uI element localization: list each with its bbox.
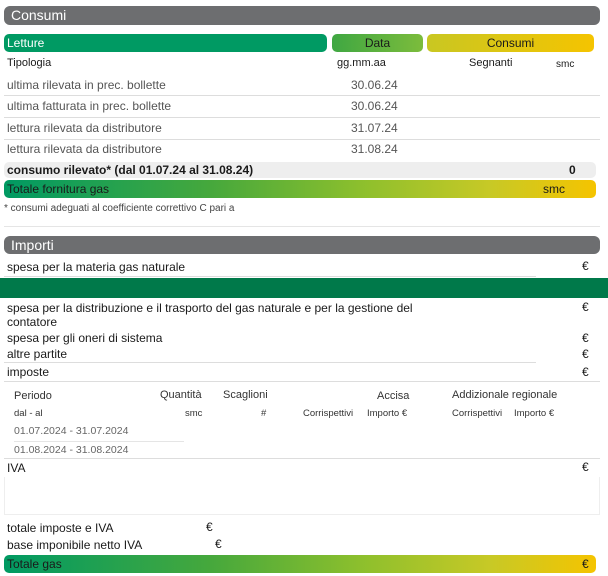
totale-gas-bar: Totale gas € [4, 555, 596, 573]
th-quantita: Quantità [160, 389, 202, 401]
totale-fornitura-label: Totale fornitura gas [7, 182, 110, 196]
th-addizionale: Addizionale regionale [452, 389, 558, 401]
consumi-header: Consumi [427, 34, 594, 52]
consumo-rilevato-row: consumo rilevato* (dal 01.07.24 al 31.08… [4, 162, 596, 178]
th-importo-accisa: Importo € [367, 408, 408, 419]
totale-fornitura-bar: Totale fornitura gas smc [4, 180, 596, 198]
totale-imposte-label: totale imposte e IVA [7, 521, 114, 535]
oneri-currency: € [582, 331, 589, 345]
table-row: ultima fatturata in prec. bollette 30.06… [0, 96, 608, 118]
column-headers: Tipologia gg.mm.aa Segnanti smc [0, 55, 608, 73]
data-label: Data [364, 36, 391, 50]
th-accisa: Accisa [377, 390, 410, 402]
th-corrispettivi-addizionale: Corrispettivi [452, 408, 503, 419]
table-row: lettura rilevata da distributore 31.08.2… [0, 140, 608, 160]
th-corrispettivi-accisa: Corrispettivi [303, 408, 354, 419]
imposte-label: imposte [7, 365, 50, 379]
row-date: 30.06.24 [351, 78, 398, 92]
materia-label: spesa per la materia gas naturale [7, 260, 186, 274]
base-imponibile-row: base imponibile netto IVA € [0, 537, 608, 554]
imposte-currency: € [582, 365, 589, 379]
th-dal-al: dal - al [14, 408, 43, 419]
consumi-title: Consumi [11, 7, 67, 23]
consumi-label: Consumi [486, 36, 535, 50]
distribuzione-currency: € [582, 300, 589, 314]
totale-fornitura-unit: smc [543, 182, 565, 196]
data-header: Data [332, 34, 423, 52]
totale-imposte-currency: € [206, 520, 213, 534]
altre-row: altre partite € [0, 347, 608, 364]
materia-row: spesa per la materia gas naturale € [0, 258, 608, 276]
altre-label: altre partite [7, 347, 68, 361]
altre-currency: € [582, 347, 589, 361]
distribuzione-row: spesa per la distribuzione e il trasport… [0, 298, 608, 330]
totale-imposte-row: totale imposte e IVA € [0, 520, 608, 537]
col-tipologia: Tipologia [7, 57, 52, 69]
col-segnanti: Segnanti [469, 57, 513, 69]
row-date: 31.08.24 [351, 142, 398, 156]
table-row: ultima rilevata in prec. bollette 30.06.… [0, 74, 608, 96]
iva-currency: € [582, 460, 589, 474]
importi-title: Importi [11, 237, 54, 253]
iva-detail-box [4, 477, 600, 515]
distribuzione-label: spesa per la distribuzione e il trasport… [7, 301, 413, 329]
th-hash: # [261, 408, 267, 419]
totale-gas-label: Totale gas [7, 557, 62, 571]
base-imponibile-label: base imponibile netto IVA [7, 538, 143, 552]
consumo-rilevato-value: 0 [569, 163, 576, 177]
row-label: ultima rilevata in prec. bollette [7, 78, 166, 92]
footnote: * consumi adeguati al coefficiente corre… [4, 203, 235, 214]
letture-label: Letture [7, 36, 45, 50]
iva-label: IVA [7, 461, 26, 475]
iva-row: IVA € [0, 459, 608, 477]
period-row-1: 01.07.2024 - 31.07.2024 [14, 425, 129, 437]
importi-section-header: Importi [4, 236, 600, 254]
th-importo-addizionale: Importo € [514, 408, 555, 419]
materia-currency: € [582, 259, 589, 273]
th-scaglioni: Scaglioni [223, 389, 268, 401]
totale-gas-currency: € [582, 557, 589, 571]
letture-header: Letture [4, 34, 327, 52]
row-label: lettura rilevata da distributore [7, 121, 162, 135]
period-row-2: 01.08.2024 - 31.08.2024 [14, 444, 129, 456]
table-row: lettura rilevata da distributore 31.07.2… [0, 118, 608, 140]
base-imponibile-currency: € [215, 537, 222, 551]
green-divider-band [0, 278, 608, 298]
col-data-format: gg.mm.aa [337, 57, 386, 69]
oneri-label: spesa per gli oneri di sistema [7, 331, 163, 345]
th-smc: smc [185, 408, 203, 419]
row-date: 31.07.24 [351, 121, 398, 135]
oneri-row: spesa per gli oneri di sistema € [0, 330, 608, 347]
consumi-section-header: Consumi [4, 6, 600, 25]
row-label: lettura rilevata da distributore [7, 142, 162, 156]
imposte-table: Periodo Quantità Scaglioni Accisa Addizi… [4, 382, 600, 458]
row-date: 30.06.24 [351, 99, 398, 113]
imposte-row: imposte € [0, 364, 608, 381]
row-label: ultima fatturata in prec. bollette [7, 99, 172, 113]
consumo-rilevato-label: consumo rilevato* (dal 01.07.24 al 31.08… [7, 163, 254, 177]
col-smc: smc [556, 59, 575, 70]
th-periodo: Periodo [14, 390, 52, 402]
